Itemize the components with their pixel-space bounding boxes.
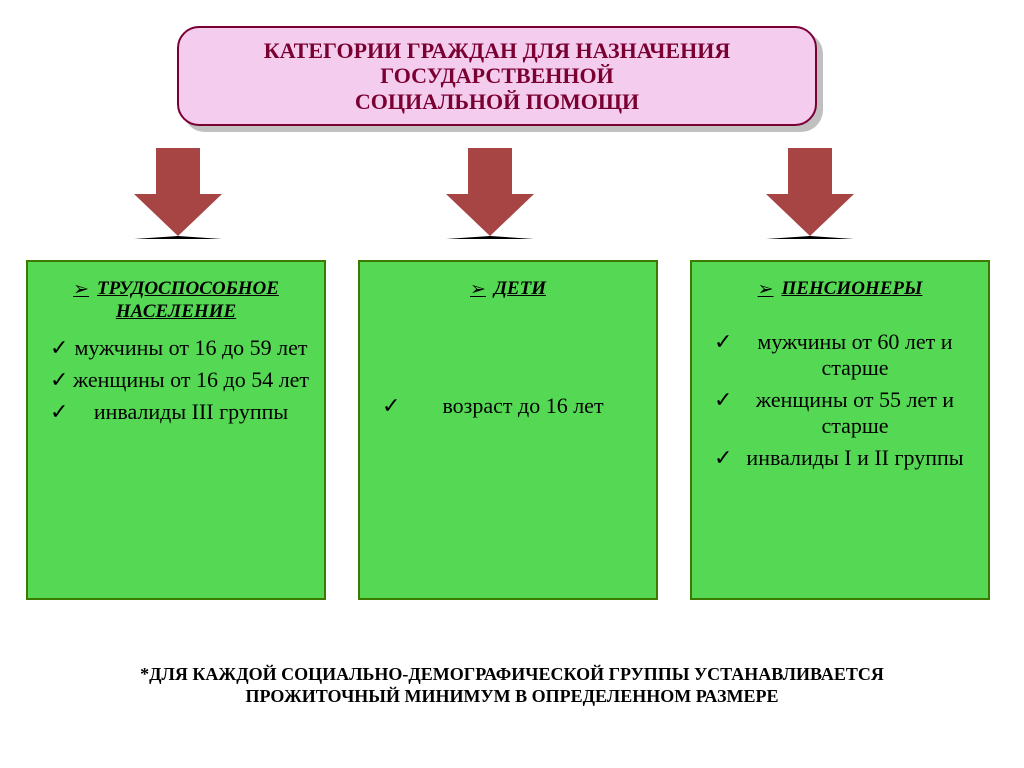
title-line-2: ГОСУДАРСТВЕННОЙ <box>380 63 613 88</box>
list-item: мужчины от 16 до 59 лет <box>46 335 310 361</box>
category-heading-text: ПЕНСИОНЕРЫ <box>782 278 923 300</box>
category-items-0: мужчины от 16 до 59 лет женщины от 16 до … <box>36 335 316 425</box>
category-heading-text: ДЕТИ <box>494 278 546 300</box>
footnote-line-1: *ДЛЯ КАЖДОЙ СОЦИАЛЬНО-ДЕМОГРАФИЧЕСКОЙ ГР… <box>0 664 1024 686</box>
arrow-head-1 <box>446 194 534 239</box>
category-box-1: ➢ ДЕТИ возраст до 16 лет <box>358 260 658 600</box>
list-item: инвалиды III группы <box>46 399 310 425</box>
list-item: женщины от 16 до 54 лет <box>46 367 310 393</box>
title-line-3: СОЦИАЛЬНОЙ ПОМОЩИ <box>355 89 639 114</box>
heading-bullet-icon: ➢ <box>73 278 89 301</box>
arrow-shaft-0 <box>156 148 200 194</box>
category-items-2: мужчины от 60 лет и старше женщины от 55 … <box>700 329 980 471</box>
heading-bullet-icon: ➢ <box>758 278 774 301</box>
list-item: мужчины от 60 лет и старше <box>710 329 974 381</box>
category-heading-1: ➢ ДЕТИ <box>368 278 648 301</box>
title-line-1: КАТЕГОРИИ ГРАЖДАН ДЛЯ НАЗНАЧЕНИЯ <box>264 38 730 63</box>
heading-bullet-icon: ➢ <box>470 278 486 301</box>
category-box-2: ➢ ПЕНСИОНЕРЫ мужчины от 60 лет и старше жен… <box>690 260 990 600</box>
footnote-line-2: ПРОЖИТОЧНЫЙ МИНИМУМ В ОПРЕДЕЛЕННОМ РАЗМЕ… <box>0 686 1024 708</box>
list-item: возраст до 16 лет <box>378 393 642 419</box>
arrow-shaft-2 <box>788 148 832 194</box>
category-items-1: возраст до 16 лет <box>368 393 648 419</box>
title-box: КАТЕГОРИИ ГРАЖДАН ДЛЯ НАЗНАЧЕНИЯ ГОСУДАР… <box>177 26 817 126</box>
list-item: женщины от 55 лет и старше <box>710 387 974 439</box>
arrow-shaft-1 <box>468 148 512 194</box>
category-heading-text: НАСЕЛЕНИЕ <box>116 301 236 323</box>
category-box-0: ➢ ТРУДОСПОСОБНОЕНАСЕЛЕНИЕ мужчины от 16 до… <box>26 260 326 600</box>
footnote: *ДЛЯ КАЖДОЙ СОЦИАЛЬНО-ДЕМОГРАФИЧЕСКОЙ ГР… <box>0 664 1024 707</box>
category-heading-2: ➢ ПЕНСИОНЕРЫ <box>700 278 980 301</box>
list-item: инвалиды I и II группы <box>710 445 974 471</box>
category-heading-0: ➢ ТРУДОСПОСОБНОЕНАСЕЛЕНИЕ <box>36 278 316 323</box>
category-heading-text: ТРУДОСПОСОБНОЕ <box>97 278 279 300</box>
arrow-head-2 <box>766 194 854 239</box>
arrow-head-0 <box>134 194 222 239</box>
